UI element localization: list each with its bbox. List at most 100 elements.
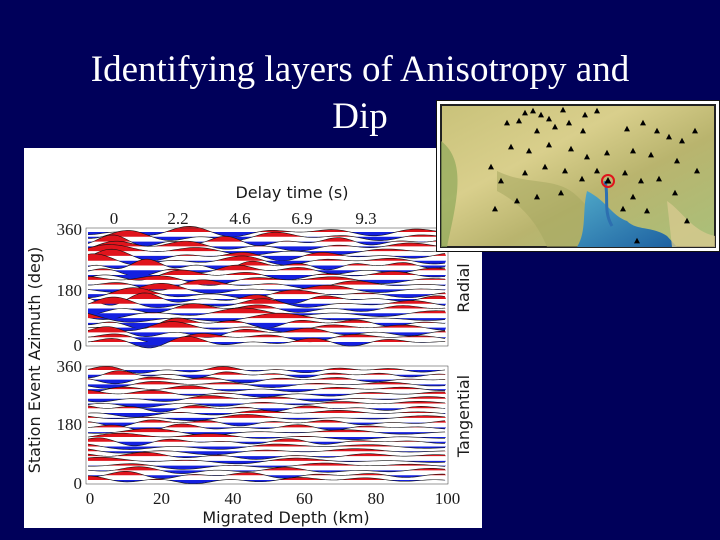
trace-negative-fill [88, 417, 446, 421]
trace-negative-fill [88, 294, 446, 299]
trace-positive-fill [88, 283, 446, 290]
radial-panel-label: Radial [454, 263, 473, 312]
delay-tick: 4.6 [229, 209, 250, 228]
station-triangle-icon [516, 117, 522, 124]
trace-positive-fill [88, 395, 446, 399]
trace-positive-fill [88, 433, 446, 437]
trace-positive-fill [88, 401, 446, 404]
station-triangle-icon [644, 207, 650, 214]
station-triangle-icon [684, 217, 690, 224]
station-triangle-icon [534, 127, 540, 134]
trace-line [87, 365, 446, 374]
trace-negative-fill [88, 308, 446, 315]
trace-line [87, 389, 446, 398]
station-triangle-icon [630, 147, 636, 154]
trace-positive-fill [88, 313, 446, 319]
station-triangle-icon [498, 177, 504, 184]
trace-line [87, 381, 446, 389]
station-triangle-icon [508, 143, 514, 150]
station-triangle-icon [584, 153, 590, 160]
trace-negative-fill [88, 393, 446, 398]
trace-negative-fill [88, 374, 446, 379]
trace-negative-fill [88, 260, 446, 266]
trace-line [87, 395, 446, 403]
station-markers [488, 106, 700, 244]
trace-line [87, 283, 446, 294]
radial-azimuth-tick: 180 [57, 281, 83, 300]
trace-positive-fill [88, 463, 446, 466]
station-triangle-icon [594, 167, 600, 174]
trace-positive-fill [88, 241, 446, 247]
trace-negative-fill [88, 422, 446, 427]
trace-positive-fill [88, 230, 446, 237]
station-triangle-icon [522, 109, 528, 116]
depth-tick: 0 [86, 489, 95, 508]
trace-negative-fill [88, 408, 446, 413]
trace-positive-fill [88, 390, 446, 394]
trace-line [87, 275, 446, 286]
station-map-image [440, 104, 716, 248]
station-triangle-icon [630, 193, 636, 200]
trace-negative-fill [88, 398, 446, 402]
trace-negative-fill [88, 255, 446, 261]
trace-negative-fill [88, 427, 446, 432]
trace-line [87, 401, 446, 408]
title-line-2: Dip [332, 96, 388, 137]
station-triangle-icon [634, 237, 640, 244]
radial-azimuth-tick: 0 [74, 336, 83, 355]
trace-negative-fill [88, 413, 446, 418]
station-triangle-icon [674, 157, 680, 164]
station-triangle-icon [568, 145, 574, 152]
trace-line [87, 475, 446, 485]
trace-negative-fill [88, 370, 446, 374]
station-triangle-icon [530, 107, 536, 114]
trace-negative-fill [88, 298, 446, 306]
station-map [436, 100, 720, 252]
tangential-panel-label: Tangential [454, 375, 473, 458]
depth-tick: 80 [368, 489, 385, 508]
trace-positive-fill [88, 269, 446, 276]
trace-line [87, 451, 446, 460]
trace-positive-fill [88, 366, 446, 370]
station-triangle-icon [580, 127, 586, 134]
station-triangle-icon [692, 127, 698, 134]
migrated-depth-axis-label: Migrated Depth (km) [202, 508, 369, 527]
station-triangle-icon [492, 205, 498, 212]
station-triangle-icon [546, 141, 552, 148]
trace-positive-fill [88, 249, 446, 256]
trace-negative-fill [88, 460, 446, 464]
trace-positive-fill [88, 385, 446, 390]
trace-positive-fill [88, 287, 446, 295]
trace-positive-fill [88, 234, 446, 242]
trace-line [87, 443, 446, 450]
station-triangle-icon [620, 205, 626, 212]
station-triangle-icon [638, 177, 644, 184]
depth-tick: 60 [296, 489, 313, 508]
azimuth-ticks: 360 180 0 360 180 0 [57, 220, 83, 493]
trace-positive-fill [88, 265, 446, 271]
trace-line [87, 462, 446, 470]
station-triangle-icon [560, 106, 566, 113]
trace-line [87, 321, 446, 333]
trace-line [87, 428, 446, 436]
trace-line [87, 370, 446, 379]
station-triangle-icon [640, 119, 646, 126]
trace-line [87, 244, 446, 256]
station-triangle-icon [672, 189, 678, 196]
station-triangle-icon [514, 197, 520, 204]
trace-line [87, 466, 446, 474]
station-triangle-icon [654, 127, 660, 134]
trace-positive-fill [88, 307, 446, 314]
trace-positive-fill [88, 423, 446, 428]
highlighted-station [601, 174, 615, 188]
trace-negative-fill [88, 270, 446, 277]
trace-negative-fill [88, 475, 446, 479]
trace-line [87, 307, 446, 320]
map-lowland [497, 171, 601, 247]
trace-negative-fill [88, 342, 446, 348]
map-green-region [441, 141, 458, 247]
slide-title: Identifying layers of Anisotropy and Dip [0, 46, 720, 140]
station-triangle-icon [656, 175, 662, 182]
map-highland [667, 201, 715, 247]
trace-line [87, 287, 446, 299]
